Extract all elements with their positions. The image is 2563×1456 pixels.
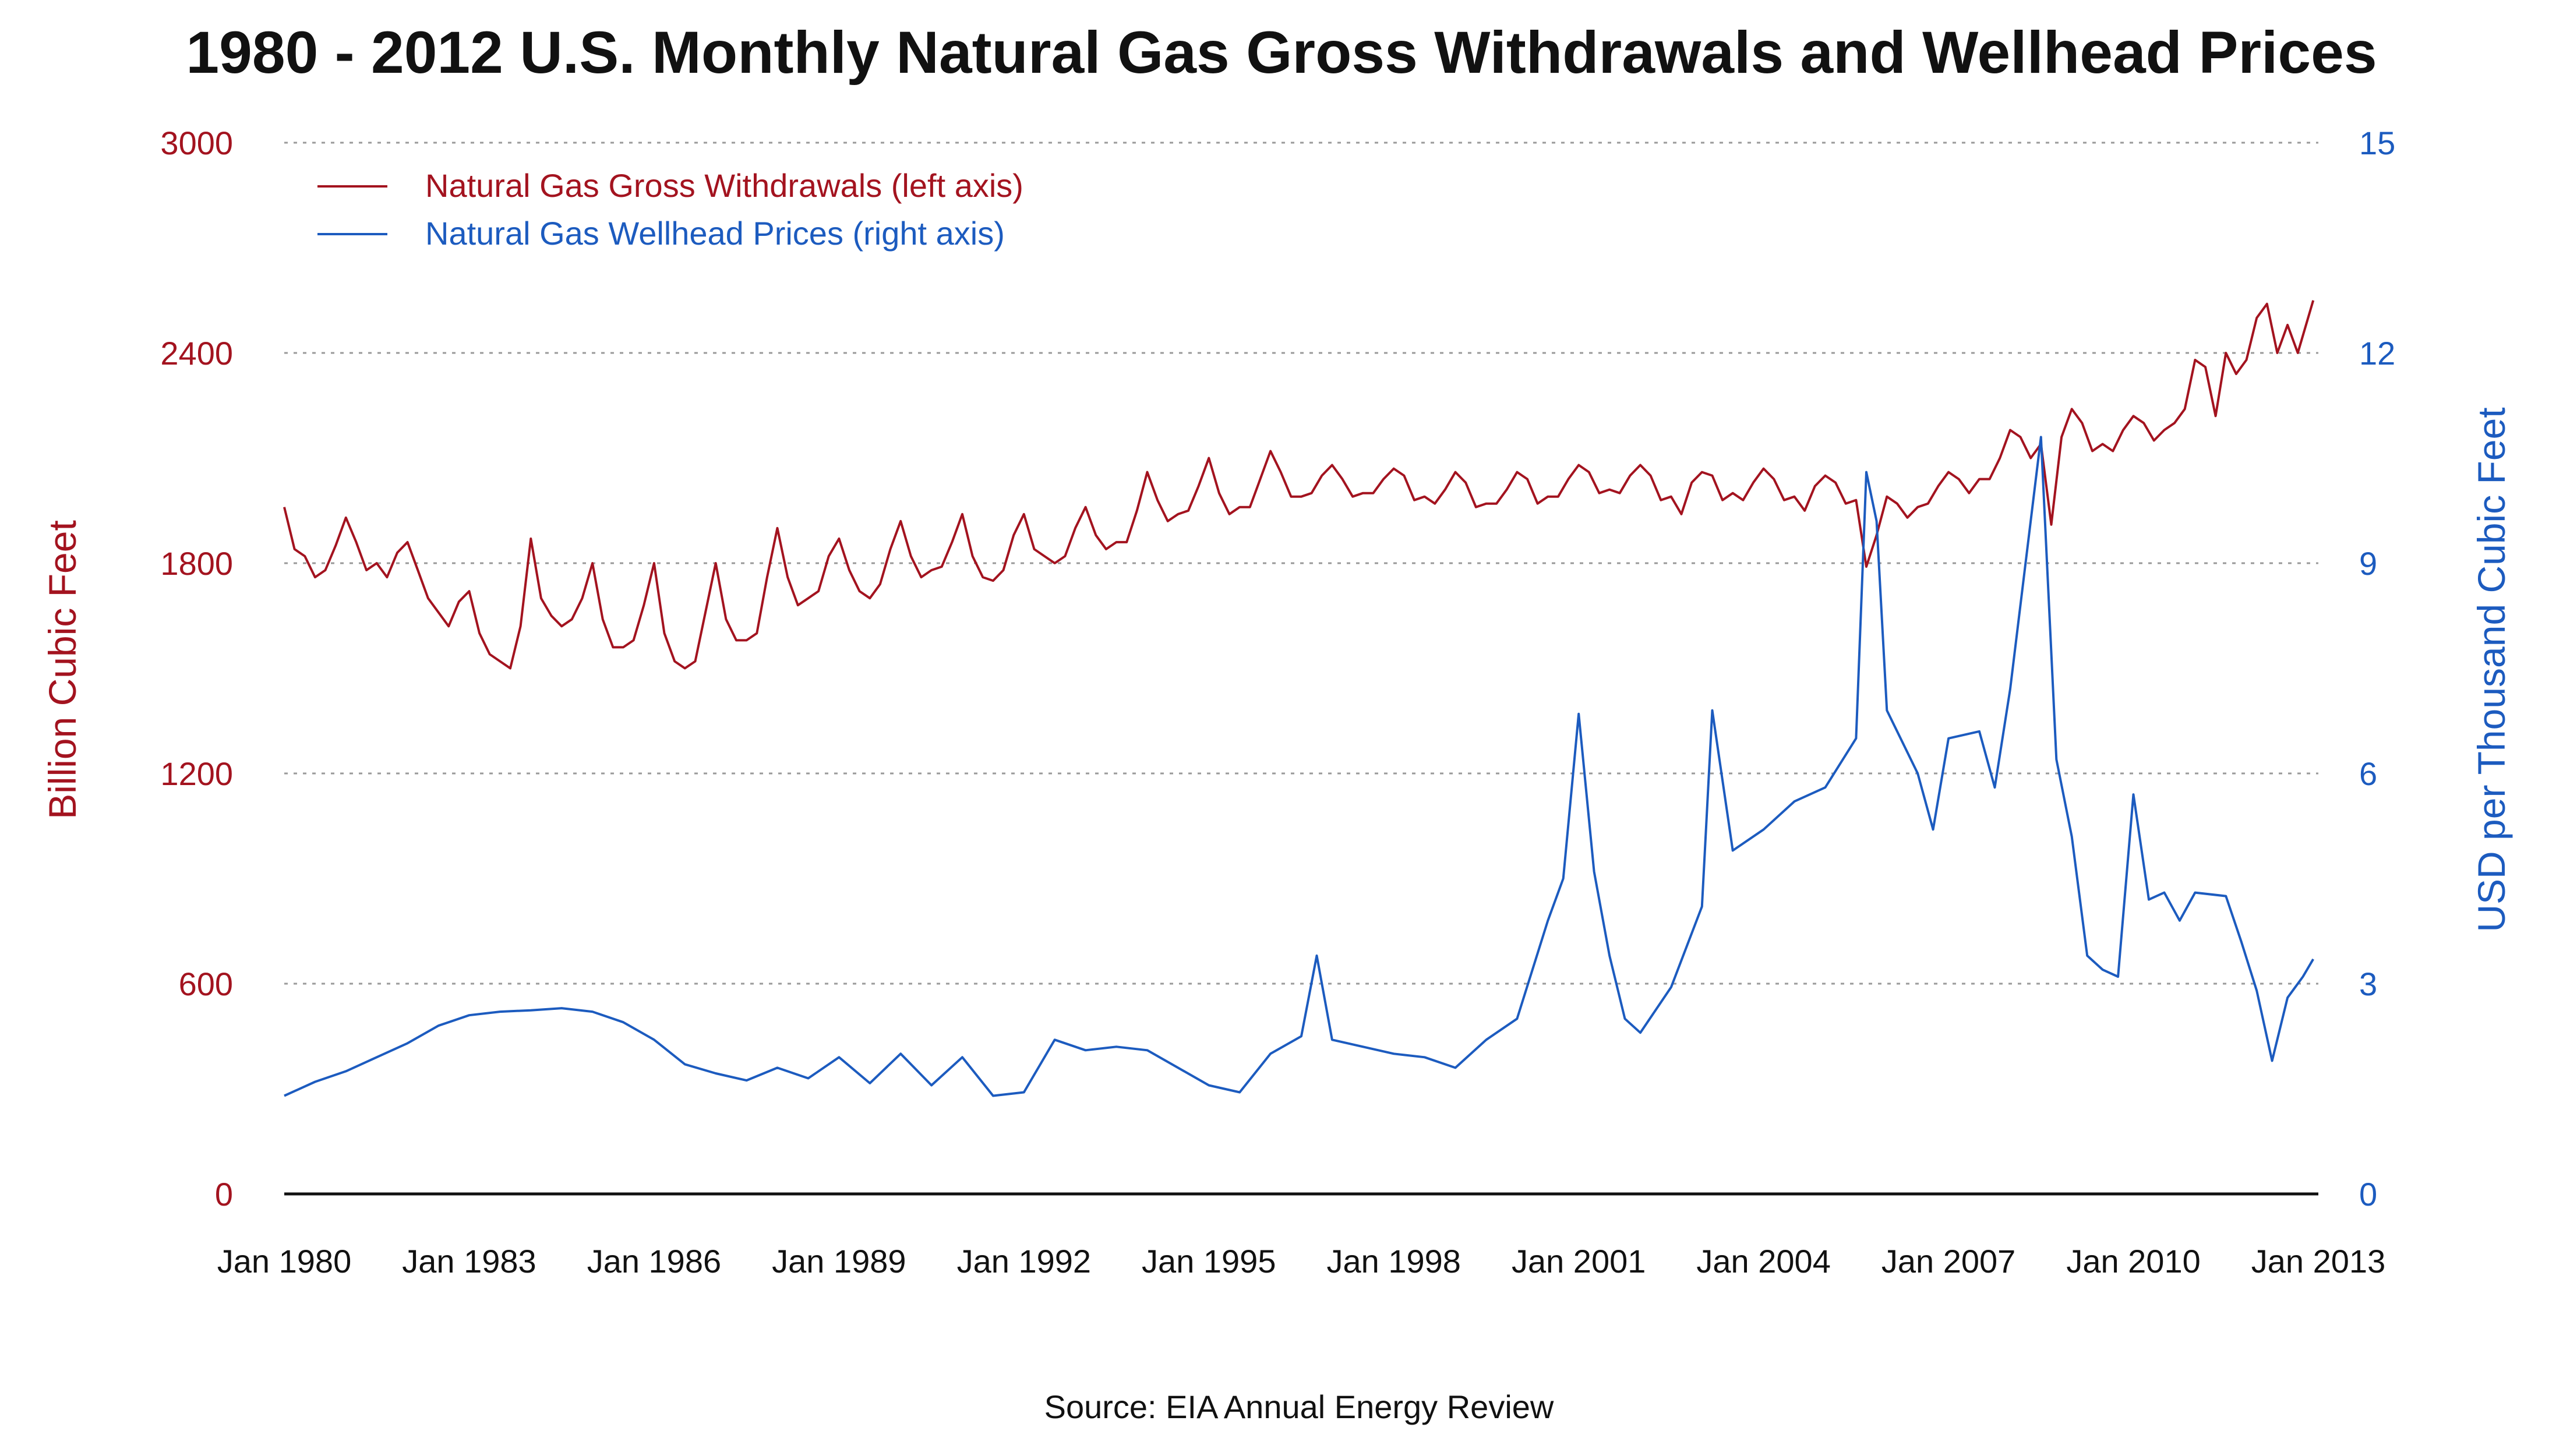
chart-title: 1980 - 2012 U.S. Monthly Natural Gas Gro…: [186, 19, 2377, 86]
gridlines: [284, 142, 2318, 985]
legend-label-withdrawals: Natural Gas Gross Withdrawals (left axis…: [425, 167, 1023, 204]
x-tick-label: Jan 1980: [217, 1243, 351, 1280]
legend: Natural Gas Gross Withdrawals (left axis…: [317, 167, 1023, 252]
x-tick-label: Jan 1995: [1142, 1243, 1276, 1280]
y-left-tick-label: 2400: [160, 335, 233, 372]
x-tick-label: Jan 2013: [2251, 1243, 2385, 1280]
x-tick-label: Jan 1998: [1327, 1243, 1461, 1280]
y-right-tick-label: 15: [2359, 125, 2395, 161]
x-tick-label: Jan 2004: [1696, 1243, 1830, 1280]
y-right-tick-label: 6: [2359, 755, 2377, 792]
y-left-tick-label: 0: [215, 1176, 233, 1213]
y-right-tick-label: 0: [2359, 1176, 2377, 1213]
y-right-tick-label: 9: [2359, 545, 2377, 582]
y-left-tick-label: 3000: [160, 125, 233, 161]
y-axis-left-label: Billion Cubic Feet: [41, 520, 84, 819]
x-tick-label: Jan 1986: [587, 1243, 721, 1280]
axes: 0 0 600 3 1200 6 1800 9 2400 12 3000 15 Jan 1980 Jan …: [160, 125, 2395, 1280]
source-note: Source: EIA Annual Energy Review: [1044, 1388, 1554, 1425]
y-axis-right-label: USD per Thousand Cubic Feet: [2470, 407, 2513, 932]
y-right-tick-label: 12: [2359, 335, 2395, 372]
series-lines: [283, 300, 2315, 1097]
y-left-tick-label: 1800: [160, 545, 233, 582]
series-line-prices: [284, 436, 2314, 1097]
x-tick-label: Jan 1989: [772, 1243, 906, 1280]
x-tick-label: Jan 1992: [957, 1243, 1091, 1280]
x-tick-label: Jan 2001: [1512, 1243, 1646, 1280]
legend-label-prices: Natural Gas Wellhead Prices (right axis): [425, 215, 1005, 252]
x-tick-label: Jan 1983: [402, 1243, 536, 1280]
y-right-tick-label: 3: [2359, 966, 2377, 1002]
x-tick-label: Jan 2010: [2066, 1243, 2200, 1280]
y-left-tick-label: 1200: [160, 755, 233, 792]
y-left-tick-label: 600: [179, 966, 233, 1002]
series-line-withdrawals: [283, 300, 2315, 670]
x-tick-label: Jan 2007: [1881, 1243, 2015, 1280]
